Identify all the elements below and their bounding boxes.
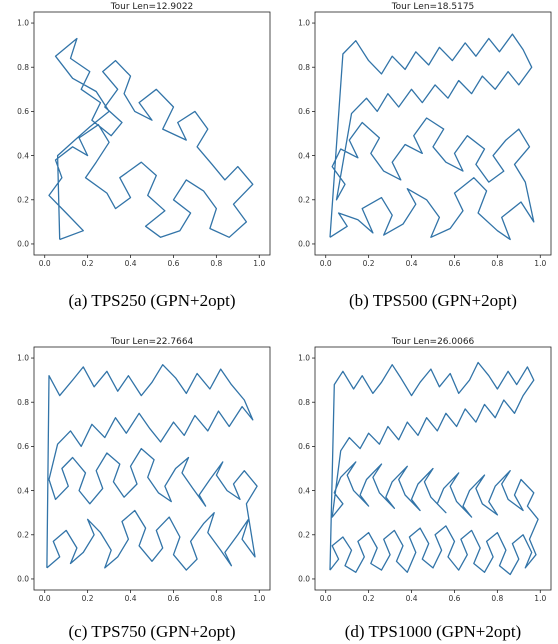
y-tick-label: 0.4 [298, 151, 310, 160]
panel-caption: (b) TPS500 (GPN+2opt) [349, 291, 517, 310]
x-tick-label: 0.6 [448, 259, 460, 268]
y-tick-label: 1.0 [298, 19, 310, 28]
y-tick-label: 1.0 [17, 354, 29, 363]
x-tick-label: 0.0 [320, 259, 332, 268]
tour-path [46, 364, 258, 571]
x-tick-label: 1.0 [253, 594, 265, 603]
x-tick-label: 1.0 [534, 259, 546, 268]
panel-caption: (d) TPS1000 (GPN+2opt) [345, 622, 521, 641]
axes-frame [33, 11, 271, 256]
x-tick-label: 0.8 [491, 594, 503, 603]
tour-panel-3: Tour Len=22.7664 0.0 0.2 0.4 0.6 0.8 1.0 0.0 0.2… [17, 337, 271, 641]
x-tick-label: 0.8 [210, 259, 222, 268]
y-tick-label: 1.0 [17, 19, 29, 28]
y-tick-label: 0.0 [17, 240, 29, 249]
panel-caption: (c) TPS750 (GPN+2opt) [69, 622, 236, 641]
tour-panel-2: Tour Len=18.5175 0.0 0.2 0.4 0.6 0.8 1.0 0.0 0.2… [298, 2, 552, 310]
x-tick-label: 0.0 [320, 594, 332, 603]
y-tick-label: 0.0 [298, 575, 310, 584]
x-tick-label: 0.6 [448, 594, 460, 603]
y-tick-label: 0.8 [298, 63, 310, 72]
tour-path [329, 361, 539, 576]
x-tick-label: 0.8 [491, 259, 503, 268]
y-tick-label: 0.0 [298, 240, 310, 249]
x-tick-label: 0.0 [39, 259, 51, 268]
panel-caption: (a) TPS250 (GPN+2opt) [69, 291, 236, 310]
x-tick-label: 0.6 [167, 259, 179, 268]
panel-title: Tour Len=12.9022 [110, 2, 194, 12]
y-tick-label: 0.8 [298, 398, 310, 407]
y-tick-label: 0.4 [298, 486, 310, 495]
x-tick-label: 0.2 [82, 594, 94, 603]
x-tick-label: 1.0 [534, 594, 546, 603]
x-tick-label: 0.2 [363, 259, 375, 268]
tour-path [48, 37, 254, 241]
y-tick-label: 0.6 [17, 107, 29, 116]
y-tick-label: 0.6 [17, 442, 29, 451]
x-tick-label: 0.4 [125, 594, 137, 603]
x-tick-label: 0.4 [125, 259, 137, 268]
tour-path [329, 33, 535, 241]
x-tick-label: 0.8 [210, 594, 222, 603]
y-tick-label: 0.4 [17, 486, 29, 495]
y-tick-label: 0.2 [298, 530, 310, 539]
panel-title: Tour Len=26.0066 [391, 337, 475, 347]
panel-title: Tour Len=18.5175 [391, 2, 475, 12]
x-tick-label: 0.4 [406, 259, 418, 268]
y-tick-label: 0.6 [298, 442, 310, 451]
y-tick-label: 0.4 [17, 151, 29, 160]
y-tick-label: 0.2 [17, 530, 29, 539]
axes-frame [33, 346, 271, 591]
y-tick-label: 0.8 [17, 63, 29, 72]
x-tick-label: 0.4 [406, 594, 418, 603]
y-tick-label: 0.0 [17, 575, 29, 584]
x-tick-label: 0.0 [39, 594, 51, 603]
x-tick-label: 0.6 [167, 594, 179, 603]
tour-panel-4: Tour Len=26.0066 0.0 0.2 0.4 0.6 0.8 1.0 0.0 0.2… [298, 337, 552, 641]
x-tick-label: 1.0 [253, 259, 265, 268]
tour-panel-1: Tour Len=12.9022 0.0 0.2 0.4 0.6 0.8 1.0 0.0 0.2… [17, 2, 271, 310]
axes-frame [314, 346, 552, 591]
y-tick-label: 0.6 [298, 107, 310, 116]
axes-frame [314, 11, 552, 256]
y-tick-label: 0.2 [17, 195, 29, 204]
panel-title: Tour Len=22.7664 [110, 337, 194, 347]
y-tick-label: 0.2 [298, 195, 310, 204]
y-tick-label: 1.0 [298, 354, 310, 363]
x-tick-label: 0.2 [363, 594, 375, 603]
y-tick-label: 0.8 [17, 398, 29, 407]
x-tick-label: 0.2 [82, 259, 94, 268]
